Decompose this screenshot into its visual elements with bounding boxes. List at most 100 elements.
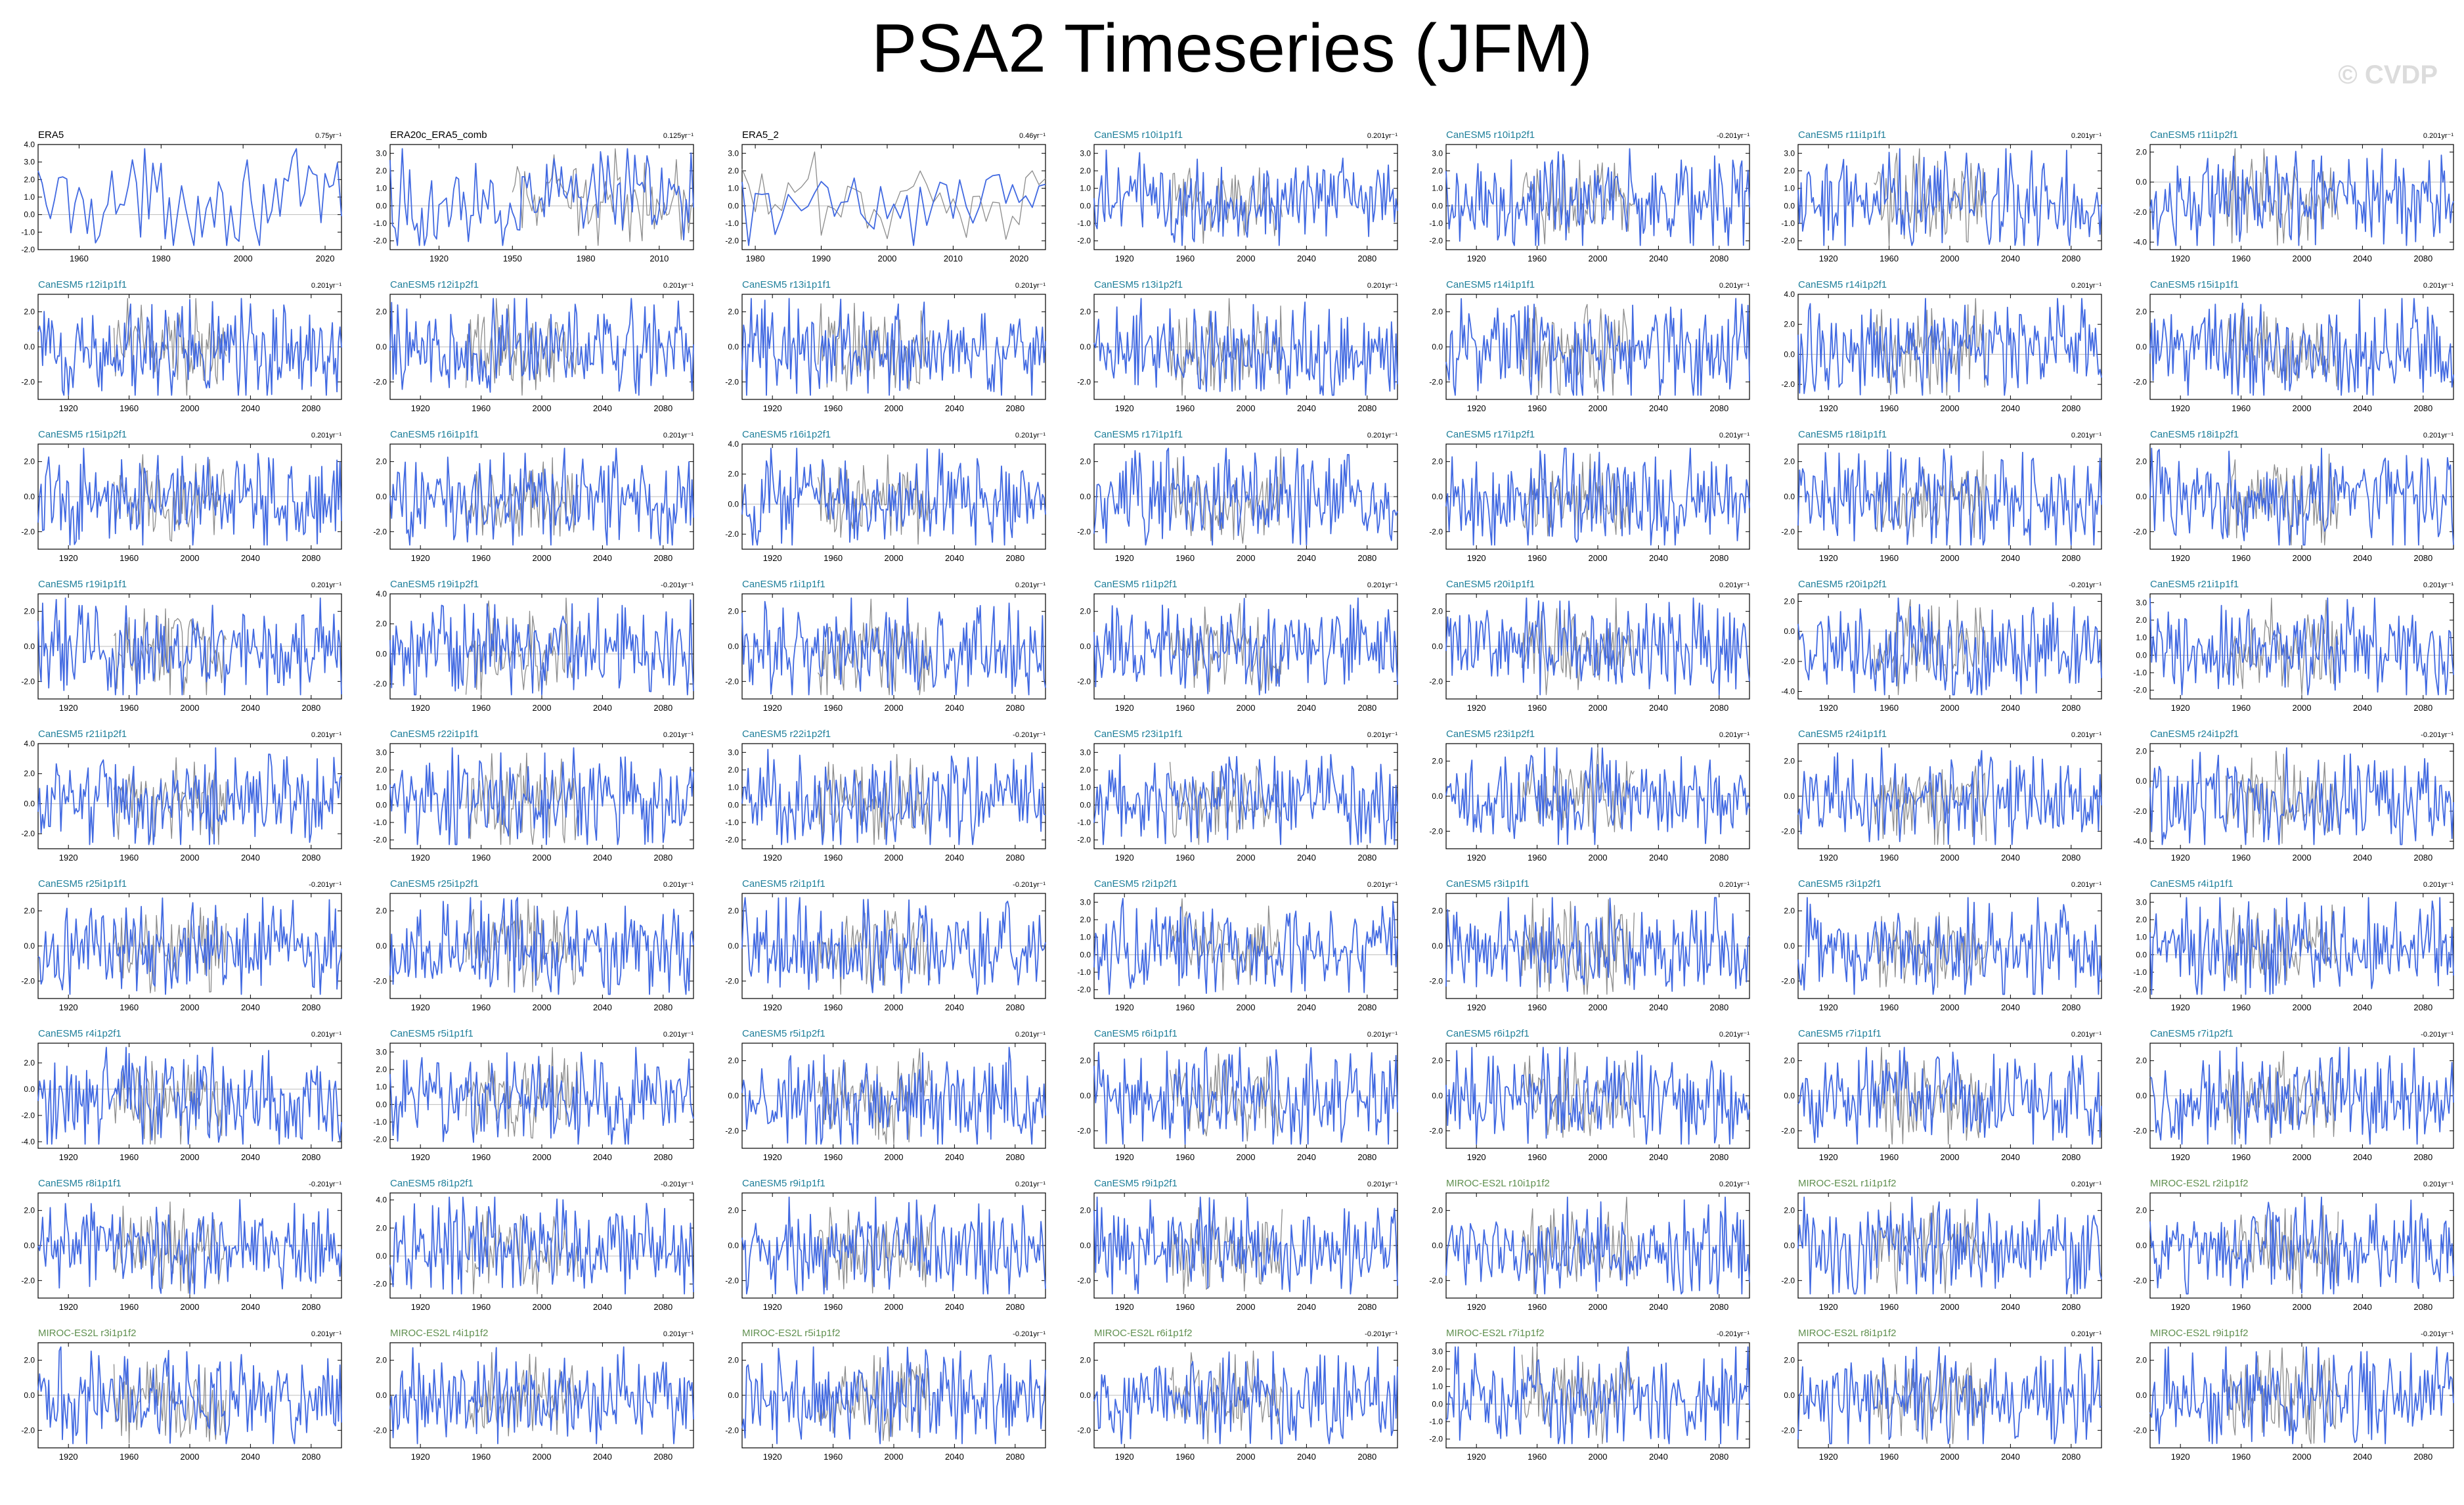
x-tick-label: 2000 [1941, 1452, 1960, 1462]
x-tick-label: 2040 [593, 1152, 612, 1162]
trend-label: 0.201yr⁻¹ [1719, 282, 1749, 290]
y-tick-label: 2.0 [1784, 596, 1795, 606]
x-tick-label: 1960 [1528, 1452, 1547, 1462]
panel-title: CanESM5 r1i1p2f1 [1094, 579, 1177, 590]
y-tick-label: 2.0 [1432, 1206, 1443, 1215]
x-tick-label: 1960 [1528, 403, 1547, 413]
y-tick-label: 2.0 [2136, 457, 2147, 466]
model-series-line [389, 298, 694, 396]
x-tick-label: 1980 [577, 254, 596, 263]
x-tick-label: 1920 [1115, 254, 1134, 263]
model-series-line [2149, 747, 2454, 845]
trend-label: 0.201yr⁻¹ [663, 881, 693, 889]
x-tick-label: 1920 [1115, 403, 1134, 413]
x-tick-label: 2000 [533, 1302, 552, 1312]
chart-panel: CanESM5 r2i1p2f1 0.201yr⁻¹ 3.0 2.0 1.0 0.0 -1.… [1077, 878, 1398, 1012]
trend-label: 0.201yr⁻¹ [1719, 731, 1749, 739]
y-tick-label: -2.0 [1077, 527, 1091, 536]
x-tick-label: 2080 [1709, 853, 1728, 863]
x-tick-label: 2000 [1237, 703, 1256, 713]
x-tick-label: 2000 [1237, 853, 1256, 863]
y-tick-label: -1.0 [1077, 818, 1091, 827]
x-tick-label: 1960 [1528, 254, 1547, 263]
y-tick-label: 2.0 [728, 307, 739, 317]
y-tick-label: 2.0 [376, 1356, 387, 1365]
x-tick-label: 2040 [593, 403, 612, 413]
model-series-line [1093, 1346, 1398, 1445]
y-tick-label: 0.0 [24, 941, 35, 951]
y-tick-label: 2.0 [2136, 307, 2147, 317]
y-tick-label: -2.0 [1781, 657, 1795, 666]
y-tick-label: -2.0 [725, 377, 739, 386]
y-tick-label: 0.0 [1080, 1391, 1091, 1400]
x-tick-label: 2000 [1589, 1302, 1608, 1312]
trend-label: 0.201yr⁻¹ [1015, 432, 1045, 439]
trend-label: 0.201yr⁻¹ [1015, 1180, 1045, 1188]
obs-series-line [2225, 1205, 2339, 1295]
x-tick-label: 2040 [2001, 403, 2020, 413]
y-tick-label: 0.0 [2136, 1391, 2147, 1400]
y-tick-label: 1.0 [1432, 1382, 1443, 1391]
model-series-line [741, 1196, 1046, 1295]
x-tick-label: 2080 [1005, 1002, 1024, 1012]
model-series-line [2149, 148, 2454, 246]
x-tick-label: 2040 [593, 1452, 612, 1462]
x-tick-label: 2040 [2353, 1002, 2372, 1012]
trend-label: 0.201yr⁻¹ [2071, 432, 2101, 439]
x-tick-label: 2040 [2353, 1452, 2372, 1462]
trend-label: -0.201yr⁻¹ [2421, 731, 2453, 739]
y-tick-label: 2.0 [1080, 607, 1091, 616]
x-tick-label: 2040 [1649, 403, 1668, 413]
y-tick-label: 0.0 [376, 492, 387, 501]
y-tick-label: 1.0 [1432, 184, 1443, 193]
x-tick-label: 1920 [763, 1152, 782, 1162]
obs-series-line [1169, 1350, 1283, 1445]
trend-label: 0.201yr⁻¹ [1015, 1031, 1045, 1039]
chart-panel: MIROC-ES2L r10i1p1f2 0.201yr⁻¹ 2.0 0.0 -2.0 1… [1429, 1178, 1750, 1312]
panel-title: CanESM5 r5i1p1f1 [390, 1028, 473, 1039]
model-series-line [1093, 897, 1398, 995]
y-tick-label: -2.0 [2133, 1426, 2147, 1435]
chart-panel: CanESM5 r7i1p2f1 -0.201yr⁻¹ 2.0 0.0 -2.0 1920… [2133, 1028, 2454, 1162]
y-tick-label: 2.0 [728, 1056, 739, 1066]
y-tick-label: 2.0 [1784, 907, 1795, 916]
x-tick-label: 2020 [316, 254, 335, 263]
trend-label: 0.201yr⁻¹ [1719, 881, 1749, 889]
y-tick-label: 2.0 [1080, 915, 1091, 924]
y-tick-label: 1.0 [1080, 783, 1091, 792]
x-tick-label: 1920 [1115, 853, 1134, 863]
y-tick-label: 3.0 [1784, 148, 1795, 158]
x-tick-label: 2040 [1649, 1002, 1668, 1012]
y-tick-label: -2.0 [373, 1280, 387, 1289]
trend-label: 0.201yr⁻¹ [663, 731, 693, 739]
panel-title: CanESM5 r11i1p2f1 [2150, 129, 2238, 141]
model-series-line [1445, 148, 1750, 246]
y-tick-label: 2.0 [2136, 616, 2147, 625]
y-tick-label: 0.0 [1432, 1091, 1443, 1100]
model-series-line [1797, 148, 2102, 246]
x-tick-label: 2040 [1649, 853, 1668, 863]
x-tick-label: 1920 [2171, 703, 2190, 713]
obs-series-line [1873, 148, 1987, 246]
chart-panel: ERA5_2 0.46yr⁻¹ 3.0 2.0 1.0 0.0 -1.0 -2.0 1980 19… [725, 129, 1046, 263]
x-tick-label: 1960 [1176, 254, 1195, 263]
x-tick-label: 1960 [1528, 1002, 1547, 1012]
panel-title: CanESM5 r1i1p1f1 [742, 579, 825, 590]
x-tick-label: 2080 [2413, 403, 2432, 413]
x-tick-label: 2040 [2001, 254, 2020, 263]
panel-title: CanESM5 r19i1p1f1 [38, 579, 127, 590]
x-tick-label: 2040 [2001, 1002, 2020, 1012]
y-tick-label: -2.0 [725, 1126, 739, 1135]
y-tick-label: 0.0 [728, 499, 739, 508]
y-tick-label: 0.0 [1784, 201, 1795, 210]
panel-title: CanESM5 r19i1p2f1 [390, 579, 479, 590]
model-series-line [1445, 298, 1750, 396]
y-tick-label: 2.0 [1080, 166, 1091, 175]
y-tick-label: 2.0 [1784, 1356, 1795, 1365]
x-tick-label: 1960 [120, 1152, 139, 1162]
x-tick-label: 1950 [503, 254, 522, 263]
trend-label: 0.201yr⁻¹ [2423, 1180, 2453, 1188]
watermark: © CVDP [2338, 60, 2438, 89]
y-tick-label: -2.0 [725, 529, 739, 539]
y-tick-label: 2.0 [728, 470, 739, 479]
